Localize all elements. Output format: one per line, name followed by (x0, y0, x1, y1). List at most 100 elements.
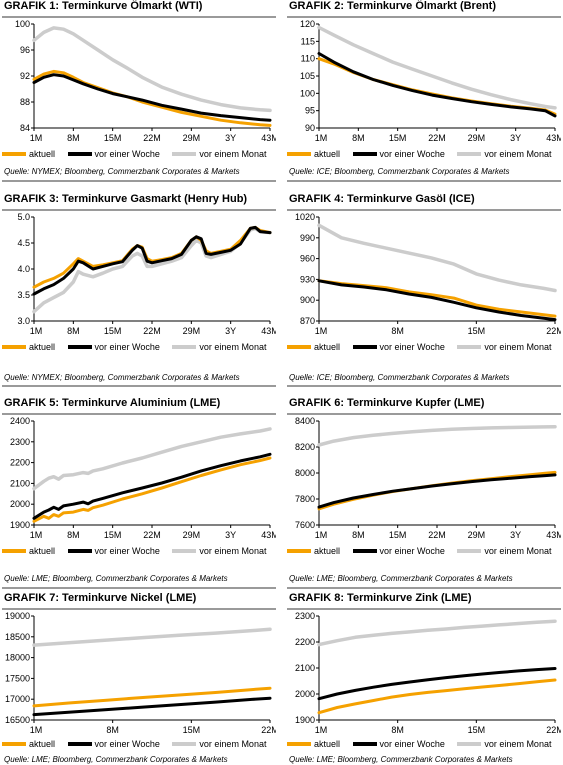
legend-item-vor-einer-woche: vor einer Woche (67, 545, 160, 556)
legend-label: vor einem Monat (199, 545, 267, 556)
y-tick-label: 100 (300, 88, 315, 98)
legend-swatch (67, 152, 92, 157)
x-tick-label: 43M (261, 133, 276, 143)
legend-label: aktuell (29, 545, 56, 556)
legend-swatch (172, 345, 197, 350)
x-tick-label: 43M (261, 530, 276, 540)
legend-label: vor einem Monat (199, 738, 267, 749)
legend: aktuell vor einer Woche vor einem Monat (2, 341, 276, 352)
x-tick-label: 3Y (225, 326, 236, 336)
legend-item-vor-einer-woche: vor einer Woche (352, 149, 445, 159)
legend-swatch (2, 742, 26, 747)
y-tick-label: 2100 (10, 478, 30, 488)
source-note: Quelle: ICE; Bloomberg, Commerzbank Corp… (289, 373, 510, 382)
series-line-vor-einer-woche (317, 667, 557, 701)
legend-swatch (457, 345, 482, 350)
legend-label: vor einer Woche (379, 545, 445, 556)
legend-label: vor einer Woche (94, 545, 160, 556)
legend-item-vor-einer-woche: vor einer Woche (352, 739, 445, 749)
x-tick-label: 43M (546, 530, 561, 540)
y-tick-label: 7800 (295, 494, 315, 504)
x-tick-label: 1M (30, 725, 43, 735)
y-tick-label: 5.0 (17, 213, 30, 222)
y-tick-label: 2400 (10, 417, 30, 426)
x-tick-label: 1M (30, 326, 43, 336)
x-tick-label: 22M (143, 133, 161, 143)
y-tick-label: 17500 (5, 673, 30, 683)
y-tick-label: 8000 (295, 468, 315, 478)
legend-item-vor-einem-monat: vor einem Monat (457, 546, 551, 556)
chart-title: GRAFIK 6: Terminkurve Kupfer (LME) (289, 397, 485, 409)
legend-label: vor einer Woche (94, 148, 160, 159)
x-tick-label: 8M (352, 530, 365, 540)
x-tick-label: 15M (104, 133, 122, 143)
x-tick-label: 8M (391, 725, 404, 735)
legend: aktuell vor einer Woche vor einem Monat (287, 545, 561, 556)
chart-area: 1900 2000 2100 2200 2300 1M 8M 15M 22M (295, 612, 561, 735)
legend-swatch (2, 345, 26, 350)
y-tick-label: 900 (300, 295, 315, 305)
y-tick-label: 19000 (5, 612, 30, 621)
legend-label: vor einem Monat (199, 341, 267, 352)
title-rule (2, 413, 276, 415)
x-tick-label: 3Y (225, 530, 236, 540)
legend-item-vor-einer-woche: vor einer Woche (352, 342, 445, 352)
y-tick-label: 2300 (10, 437, 30, 447)
legend-swatch (172, 152, 197, 157)
legend-item-vor-einer-woche: vor einer Woche (67, 342, 160, 352)
series-line-vor-einem-monat (317, 223, 557, 293)
chart-area: 7600 7800 8000 8200 8400 1M 8M 15M 22M 29M 3Y 43M (295, 417, 561, 540)
y-tick-label: 3.5 (17, 290, 30, 300)
y-tick-label: 3.0 (17, 316, 30, 326)
legend: aktuell vor einer Woche vor einem Monat (2, 545, 276, 556)
source-note: Quelle: NYMEX; Bloomberg, Commerzbank Co… (4, 167, 240, 176)
y-tick-label: 8200 (295, 442, 315, 452)
x-tick-label: 22M (546, 326, 561, 336)
x-tick-label: 1M (315, 725, 328, 735)
y-tick-label: 105 (300, 71, 315, 81)
legend-label: vor einem Monat (484, 545, 552, 556)
x-tick-label: 3Y (510, 133, 521, 143)
x-tick-label: 3Y (510, 530, 521, 540)
y-tick-label: 4.5 (17, 238, 30, 248)
legend-swatch (457, 742, 482, 747)
title-rule (287, 16, 561, 18)
y-tick-label: 7600 (295, 520, 315, 530)
legend-item-aktuell: aktuell (287, 739, 340, 749)
title-rule (2, 209, 276, 211)
series-line-vor-einem-monat (317, 619, 557, 647)
legend-label: vor einer Woche (94, 738, 160, 749)
x-tick-label: 8M (106, 725, 119, 735)
legend: aktuell vor einer Woche vor einem Monat (287, 148, 561, 159)
x-tick-label: 29M (468, 133, 486, 143)
chart-area: 84 88 92 96 100 1M 8M 15M 22M 29M 3Y 43M (15, 20, 276, 143)
x-tick-label: 29M (468, 530, 486, 540)
legend-item-aktuell: aktuell (2, 739, 55, 749)
title-rule (287, 209, 561, 211)
x-tick-label: 1M (315, 530, 328, 540)
legend-item-vor-einem-monat: vor einem Monat (172, 739, 266, 749)
legend-item-aktuell: aktuell (287, 149, 340, 159)
chart-title: GRAFIK 1: Terminkurve Ölmarkt (WTI) (4, 0, 203, 12)
y-tick-label: 2100 (295, 663, 315, 673)
source-note: Quelle: NYMEX; Bloomberg, Commerzbank Co… (4, 373, 240, 382)
series-line-vor-einer-woche (32, 696, 272, 717)
y-tick-label: 90 (305, 123, 315, 133)
legend-item-vor-einem-monat: vor einem Monat (172, 149, 266, 159)
legend-item-vor-einem-monat: vor einem Monat (457, 149, 551, 159)
legend-item-vor-einem-monat: vor einem Monat (172, 342, 266, 352)
legend-label: vor einem Monat (199, 148, 267, 159)
legend-label: aktuell (314, 738, 341, 749)
y-tick-label: 4.0 (17, 264, 30, 274)
legend-item-vor-einem-monat: vor einem Monat (457, 342, 551, 352)
legend: aktuell vor einer Woche vor einem Monat (2, 148, 276, 159)
chart-area: 3.0 3.5 4.0 4.5 5.0 1M 8M 15M 22M 29M 3Y 43M (17, 213, 276, 336)
chart-area: 16500 17000 17500 18000 18500 19000 1M 8M 15M 22M (5, 612, 276, 735)
y-tick-label: 92 (20, 71, 30, 81)
x-tick-label: 43M (546, 133, 561, 143)
x-tick-label: 15M (389, 530, 407, 540)
legend-item-aktuell: aktuell (287, 546, 340, 556)
legend: aktuell vor einer Woche vor einem Monat (287, 738, 561, 749)
legend: aktuell vor einer Woche vor einem Monat (2, 738, 276, 749)
series-line-aktuell (32, 456, 272, 523)
